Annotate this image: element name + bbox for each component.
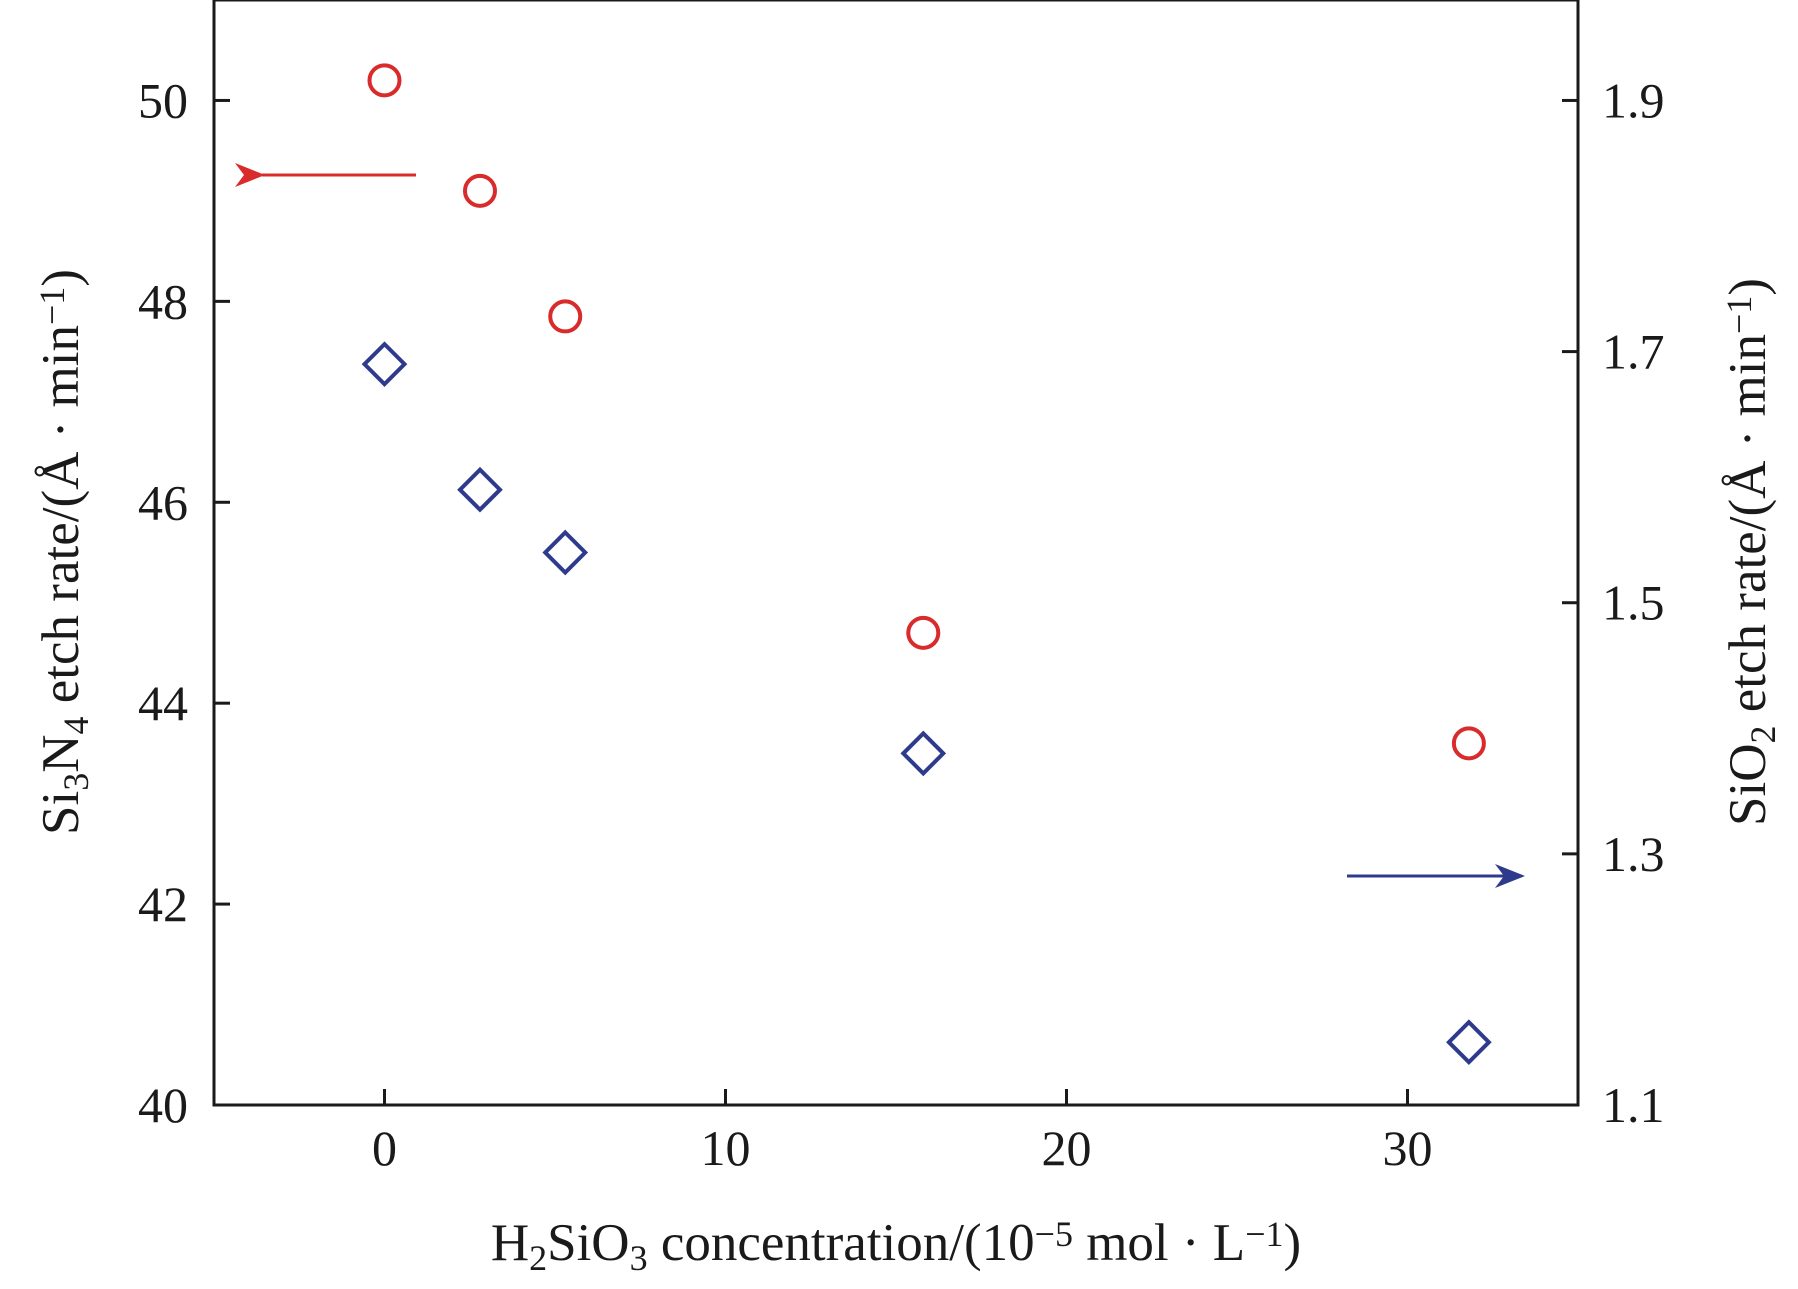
y-left-tick-label: 40 [138,1077,188,1133]
x-tick-label: 10 [701,1120,751,1176]
plot-frame [212,0,1580,1107]
x-tick-label: 30 [1383,1120,1433,1176]
y-left-tick-label: 46 [138,474,188,530]
y-left-tick-label: 50 [138,72,188,128]
y-left-tick-label: 44 [138,675,188,731]
sio2-point [457,466,503,513]
si3n4-point [1451,726,1486,761]
y-right-tick-label: 1.5 [1602,575,1665,631]
sio2-point [361,341,408,387]
y-right-tick-label: 1.1 [1602,1077,1665,1133]
sio2-point [1446,1019,1492,1066]
x-tick-label: 20 [1042,1120,1092,1176]
y-right-axis-ticks: 1.1 1.3 1.5 1.7 1.9 [1562,72,1665,1133]
y-right-tick-label: 1.3 [1602,826,1665,882]
y-left-axis-label: Si3N4 etch rate/(Å · min−1) [32,269,96,835]
y-right-tick-label: 1.7 [1602,324,1665,380]
sio2-point [900,730,947,777]
si3n4-point [906,615,941,650]
si3n4-point [548,299,583,334]
y-right-tick-label: 1.9 [1602,72,1665,128]
si3n4-point [367,63,402,98]
data-marks [361,63,1492,1066]
y-right-axis-label: SiO2 etch rate/(Å · min−1) [1719,278,1783,826]
y-left-axis-ticks: 40 42 44 46 48 50 [138,72,230,1133]
x-tick-label: 0 [372,1120,397,1176]
si3n4-point [462,173,497,208]
x-axis-label: H2SiO3 concentration/(10−5 mol · L−1) [491,1214,1301,1278]
sio2-point [542,529,589,576]
x-axis-ticks: 0 10 20 30 [372,1089,1433,1176]
y-left-tick-label: 42 [138,876,188,932]
y-left-tick-label: 48 [138,273,188,329]
